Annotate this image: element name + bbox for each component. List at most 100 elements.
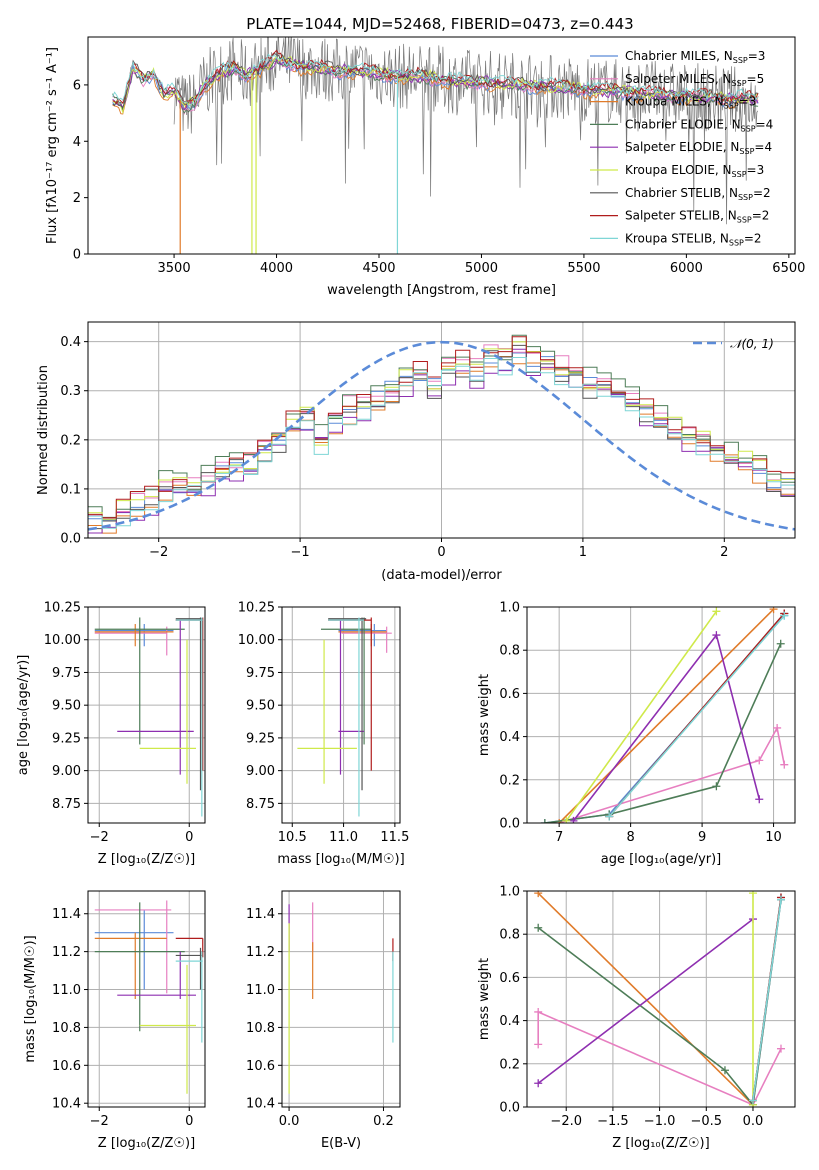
axes: −2 0 10.4 10.6 10.8 11.0 11.2 11.4 <box>52 891 205 1129</box>
weight-line <box>544 615 785 823</box>
y-tick-label: 9.50 <box>246 699 275 714</box>
weight-marker <box>755 756 764 765</box>
weight-marker <box>540 819 549 823</box>
weight-line <box>537 892 754 1106</box>
y-tick-label: 8.75 <box>246 797 275 812</box>
figure-title: PLATE=1044, MJD=52468, FIBERID=0473, z=0… <box>246 15 633 33</box>
y-tick-label: 10.6 <box>52 1059 81 1074</box>
weight-line <box>752 899 782 1101</box>
panels: 3500 4000 4500 5000 5500 6000 6500 0 2 4 6 waveleng… <box>16 36 805 1151</box>
weight-line <box>572 633 761 822</box>
plot-frame <box>87 321 796 539</box>
y-tick-label: 0.2 <box>499 773 520 788</box>
legend-label: Salpeter MILES, NSSP=5 <box>625 72 764 88</box>
weight-marker <box>776 639 785 648</box>
legend-label: Kroupa MILES, NSSP=3 <box>625 95 756 111</box>
legend-label: Kroupa ELODIE, NSSP=3 <box>625 163 764 179</box>
weight-line <box>558 725 786 823</box>
plot-frame <box>87 606 206 824</box>
y-tick-label: 0.4 <box>499 730 520 745</box>
y-tick-label: 0.8 <box>499 644 520 659</box>
weight-marker <box>534 1040 543 1049</box>
x-tick-label: −1.0 <box>644 1114 676 1129</box>
histogram-chabrier-stelib <box>88 344 795 538</box>
x-tick-label: −2.0 <box>550 1114 582 1129</box>
x-tick-label: 4500 <box>362 261 395 276</box>
weight-marker <box>780 760 789 769</box>
y-tick-label: 9.25 <box>246 731 275 746</box>
weight-line <box>558 608 775 823</box>
x-tick-label: 10 <box>765 830 782 845</box>
weight-marker <box>712 782 721 791</box>
y-tick-label: 10.8 <box>246 1021 275 1036</box>
y-tick-label: 9.75 <box>246 666 275 681</box>
y-tick-label: 10.25 <box>238 601 275 616</box>
x-tick-label: 5000 <box>465 261 498 276</box>
model-spectrum-kroupa-elodie <box>112 54 759 115</box>
x-tick-label: 7 <box>555 830 563 845</box>
x-tick-label: 0.2 <box>373 1114 394 1129</box>
x-tick-label: 0 <box>437 545 445 560</box>
weight-marker <box>748 891 757 898</box>
y-tick-label: 0.0 <box>499 817 520 832</box>
x-tick-label: 6000 <box>670 261 703 276</box>
y-tick-label: 1.0 <box>499 601 520 616</box>
y-tick-label: 10.8 <box>52 1021 81 1036</box>
x-tick-label: 10.5 <box>278 830 307 845</box>
weight-marker <box>534 891 543 898</box>
weight-marker <box>748 1096 757 1105</box>
y-tick-label: 0.8 <box>499 928 520 943</box>
legend-label: Chabrier STELIB, NSSP=2 <box>625 186 771 202</box>
axes: 7 8 9 10 0.0 0.2 0.4 0.6 0.8 1.0 <box>499 601 795 845</box>
x-tick-label: 1 <box>579 545 587 560</box>
weight-marker <box>605 812 614 821</box>
x-tick-label: 5500 <box>567 261 600 276</box>
y-tick-label: 10.4 <box>246 1097 275 1112</box>
y-tick-label: 9.00 <box>52 764 81 779</box>
y-tick-label: 11.4 <box>52 907 81 922</box>
y-axis-label: mass weight <box>477 958 492 1040</box>
legend-label: Chabrier MILES, NSSP=3 <box>625 49 765 65</box>
weight-marker <box>769 607 778 614</box>
x-tick-label: 8 <box>626 830 634 845</box>
y-axis-label: Normed distribution <box>36 365 51 495</box>
y-tick-label: 0 <box>73 248 81 263</box>
legend-label: 𝒩(0, 1) <box>730 337 774 351</box>
x-tick-label: 2 <box>720 545 728 560</box>
spectrum-lines <box>112 37 759 254</box>
y-tick-label: 11.4 <box>246 907 275 922</box>
x-tick-label: −1.5 <box>597 1114 629 1129</box>
x-tick-label: 3500 <box>158 261 191 276</box>
model-spectrum-kroupa-stelib <box>112 53 759 108</box>
weight-marker <box>562 816 571 823</box>
y-tick-label: 0.4 <box>60 335 81 350</box>
y-tick-label: 2 <box>73 191 81 206</box>
weight-line <box>537 1010 782 1106</box>
weight-marker <box>712 607 721 616</box>
x-tick-label: 11.5 <box>380 830 409 845</box>
y-tick-label: 0.1 <box>60 482 81 497</box>
observed-spectrum <box>173 37 759 225</box>
axes: −2 −1 0 1 2 0.0 0.1 0.2 0.3 0.4 <box>60 322 795 560</box>
plot-frame <box>87 890 206 1108</box>
plot-frame <box>526 890 796 1108</box>
weight-vs-age-panel: 7 8 9 10 0.0 0.2 0.4 0.6 0.8 1.0 age [log₁₀(age/yr… <box>477 601 796 867</box>
y-tick-label: 4 <box>73 135 81 150</box>
y-tick-label: 11.2 <box>52 945 81 960</box>
histograms <box>88 334 795 538</box>
x-axis-label: (data-model)/error <box>381 568 502 583</box>
y-tick-label: 9.75 <box>52 666 81 681</box>
x-axis-label: Z [log₁₀(Z/Z☉)] <box>612 1136 709 1151</box>
y-tick-label: 10.00 <box>44 633 81 648</box>
weight-line <box>565 610 718 822</box>
axes: −2 0 8.75 9.00 9.25 9.50 9.75 10.00 10.25 <box>44 601 205 845</box>
x-tick-label: −2 <box>149 545 168 560</box>
weight-marker <box>569 816 578 823</box>
weight-vs-metallicity-panel: −2.0 −1.5 −1.0 −0.5 0.0 0.0 0.2 0.4 0.6 0.8 1.0 Z [… <box>477 885 796 1151</box>
y-tick-label: 11.0 <box>52 983 81 998</box>
x-tick-label: 0.0 <box>279 1114 300 1129</box>
y-tick-label: 10.6 <box>246 1059 275 1074</box>
weight-marker <box>773 723 782 732</box>
x-axis-label: Z [log₁₀(Z/Z☉)] <box>98 1136 195 1151</box>
